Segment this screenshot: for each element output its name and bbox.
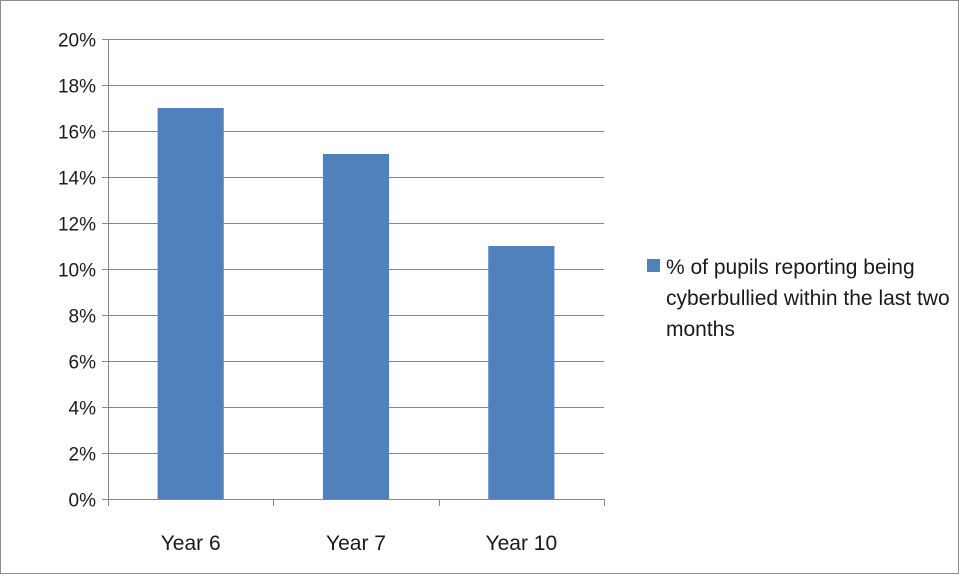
bar [488,246,555,499]
legend: % of pupils reporting being cyberbullied… [647,252,956,345]
y-tick-label: 20% [58,31,96,52]
x-tick-label: Year 10 [486,532,558,555]
tick-labels: 0% 2% 4% 6% 8% 10% 12% 14% 16% 18% 20% Year 6 Year 7… [58,31,557,556]
y-tick-label: 2% [69,445,97,466]
y-tick-label: 18% [58,77,96,98]
x-tick-label: Year 7 [326,532,386,555]
bars [157,108,555,499]
y-tick-label: 14% [58,169,96,190]
y-tick-label: 8% [69,307,97,328]
y-tick-label: 4% [69,399,97,420]
bar [322,154,390,499]
y-tick-label: 6% [69,353,97,374]
legend-label: % of pupils reporting being cyberbullied… [666,256,950,341]
legend-swatch [647,259,660,272]
axes [102,39,605,506]
x-tick-label: Year 6 [161,532,221,555]
bar [157,108,224,499]
y-tick-label: 16% [58,123,96,144]
y-tick-label: 0% [69,491,97,512]
y-tick-label: 12% [58,215,96,236]
y-tick-label: 10% [58,261,96,282]
